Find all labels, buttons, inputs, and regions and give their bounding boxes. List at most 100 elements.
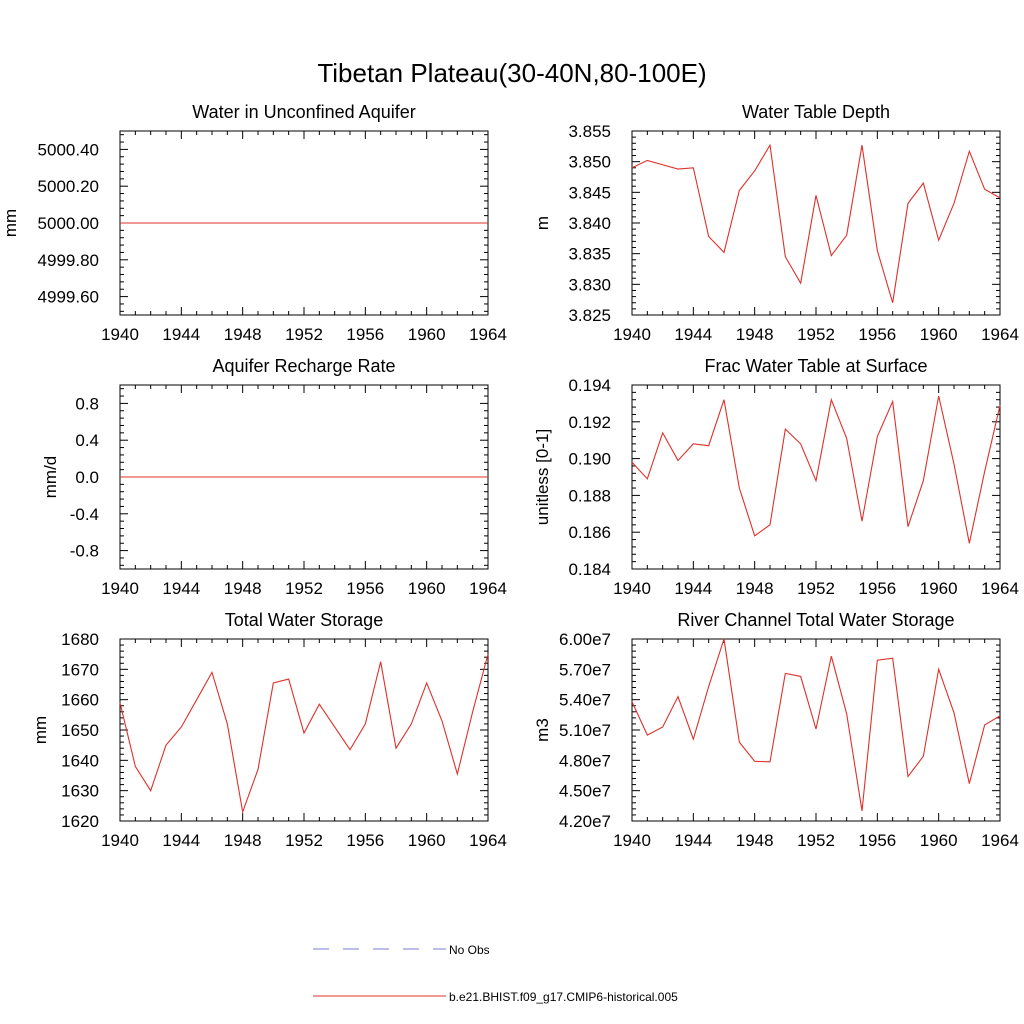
x-tick-label: 1944	[674, 325, 712, 344]
x-tick-label: 1964	[981, 325, 1019, 344]
x-tick-label: 1952	[285, 831, 323, 850]
plot-frame	[631, 130, 1001, 316]
y-tick-label: 6.00e7	[559, 630, 611, 649]
x-tick-label: 1960	[408, 579, 446, 598]
x-tick-label: 1956	[858, 325, 896, 344]
x-tick-label: 1944	[674, 831, 712, 850]
x-tick-label: 1956	[346, 325, 384, 344]
y-tick-label: 4999.60	[38, 288, 99, 307]
y-tick-label: 5000.00	[38, 214, 99, 233]
y-tick-label: 0.0	[75, 468, 99, 487]
x-tick-label: 1948	[736, 325, 774, 344]
y-tick-label: 0.184	[568, 560, 611, 579]
y-tick-label: -0.8	[70, 542, 99, 561]
x-tick-label: 1964	[469, 579, 507, 598]
panels-group: Water in Unconfined Aquifer mm 1940 1944 194…	[1, 102, 1019, 850]
x-tick-label: 1952	[285, 579, 323, 598]
x-tick-label: 1952	[797, 831, 835, 850]
x-tick-label: 1956	[858, 579, 896, 598]
y-tick-label: 1620	[61, 812, 99, 831]
x-tick-label: 1944	[674, 579, 712, 598]
series-line-0	[631, 143, 1001, 303]
x-tick-label: 1948	[224, 579, 262, 598]
series-line-0	[631, 395, 1001, 544]
y-tick-label: 3.840	[568, 214, 611, 233]
y-tick-label: 5000.20	[38, 177, 99, 196]
y-tick-label: 3.845	[568, 183, 611, 202]
y-tick-label: 0.4	[75, 431, 99, 450]
y-tick-label: 5000.40	[38, 140, 99, 159]
y-tick-label: 3.855	[568, 122, 611, 141]
x-tick-label: 1944	[162, 325, 200, 344]
y-tick-label: 1630	[61, 782, 99, 801]
plot-frame	[631, 638, 1001, 822]
series-line-0	[631, 638, 1001, 811]
y-axis-label: mm	[31, 716, 50, 744]
x-tick-label: 1944	[162, 831, 200, 850]
y-tick-label: 4999.80	[38, 251, 99, 270]
x-tick-label: 1960	[920, 579, 958, 598]
panel-title: River Channel Total Water Storage	[677, 610, 954, 630]
x-tick-label: 1964	[469, 325, 507, 344]
x-tick-label: 1960	[920, 325, 958, 344]
y-tick-label: 0.192	[568, 413, 611, 432]
figure-title: Tibetan Plateau(30-40N,80-100E)	[317, 58, 706, 88]
chart-panel-3: Frac Water Table at Surface unitless [0-1…	[533, 356, 1019, 598]
x-tick-label: 1960	[920, 831, 958, 850]
y-tick-label: 3.835	[568, 245, 611, 264]
legend-label-no-obs: No Obs	[449, 943, 490, 957]
x-tick-label: 1940	[613, 831, 651, 850]
chart-panel-5: River Channel Total Water Storage m3 1940 1…	[533, 610, 1019, 850]
x-tick-label: 1948	[224, 325, 262, 344]
y-tick-label: 3.850	[568, 153, 611, 172]
y-tick-label: 1670	[61, 660, 99, 679]
y-tick-label: 1680	[61, 630, 99, 649]
y-tick-label: 0.8	[75, 394, 99, 413]
chart-panel-2: Aquifer Recharge Rate mm/d 1940 1944 1948 195…	[41, 356, 507, 598]
x-tick-label: 1952	[797, 579, 835, 598]
x-tick-label: 1948	[224, 831, 262, 850]
y-tick-label: 0.186	[568, 523, 611, 542]
x-tick-label: 1948	[736, 831, 774, 850]
y-tick-label: 3.825	[568, 306, 611, 325]
y-tick-label: -0.4	[70, 505, 99, 524]
x-tick-label: 1940	[613, 579, 651, 598]
x-tick-label: 1956	[858, 831, 896, 850]
series-line-0	[119, 654, 489, 815]
y-tick-label: 5.40e7	[559, 691, 611, 710]
x-tick-label: 1964	[981, 579, 1019, 598]
plot-frame	[631, 384, 1001, 570]
y-tick-label: 0.188	[568, 486, 611, 505]
x-tick-label: 1940	[613, 325, 651, 344]
y-axis-label: m3	[533, 718, 552, 742]
legend-label-model: b.e21.BHIST.f09_g17.CMIP6-historical.005	[449, 990, 678, 1004]
legend: No Obs b.e21.BHIST.f09_g17.CMIP6-histori…	[313, 943, 678, 1004]
y-tick-label: 4.80e7	[559, 751, 611, 770]
y-tick-label: 5.10e7	[559, 721, 611, 740]
y-tick-label: 4.50e7	[559, 782, 611, 801]
panel-title: Aquifer Recharge Rate	[212, 356, 395, 376]
x-tick-label: 1952	[797, 325, 835, 344]
y-tick-label: 5.70e7	[559, 660, 611, 679]
x-tick-label: 1940	[101, 579, 139, 598]
y-tick-label: 1640	[61, 751, 99, 770]
y-tick-label: 0.194	[568, 376, 611, 395]
panel-title: Water in Unconfined Aquifer	[192, 102, 415, 122]
y-axis-label: m	[533, 216, 552, 230]
x-tick-label: 1964	[981, 831, 1019, 850]
y-axis-label: mm	[1, 209, 20, 237]
x-tick-label: 1948	[736, 579, 774, 598]
chart-panel-1: Water Table Depth m 1940 1944 1948 1952 1956 19…	[533, 102, 1019, 344]
panel-title: Total Water Storage	[225, 610, 383, 630]
chart-panel-0: Water in Unconfined Aquifer mm 1940 1944 194…	[1, 102, 507, 344]
x-tick-label: 1952	[285, 325, 323, 344]
y-tick-label: 0.190	[568, 450, 611, 469]
plot-frame	[119, 638, 489, 822]
y-axis-label: unitless [0-1]	[533, 429, 552, 525]
x-tick-label: 1944	[162, 579, 200, 598]
chart-panel-4: Total Water Storage mm 1940 1944 1948 1952 195…	[31, 610, 507, 850]
x-tick-label: 1960	[408, 831, 446, 850]
y-tick-label: 1650	[61, 721, 99, 740]
x-tick-label: 1956	[346, 579, 384, 598]
